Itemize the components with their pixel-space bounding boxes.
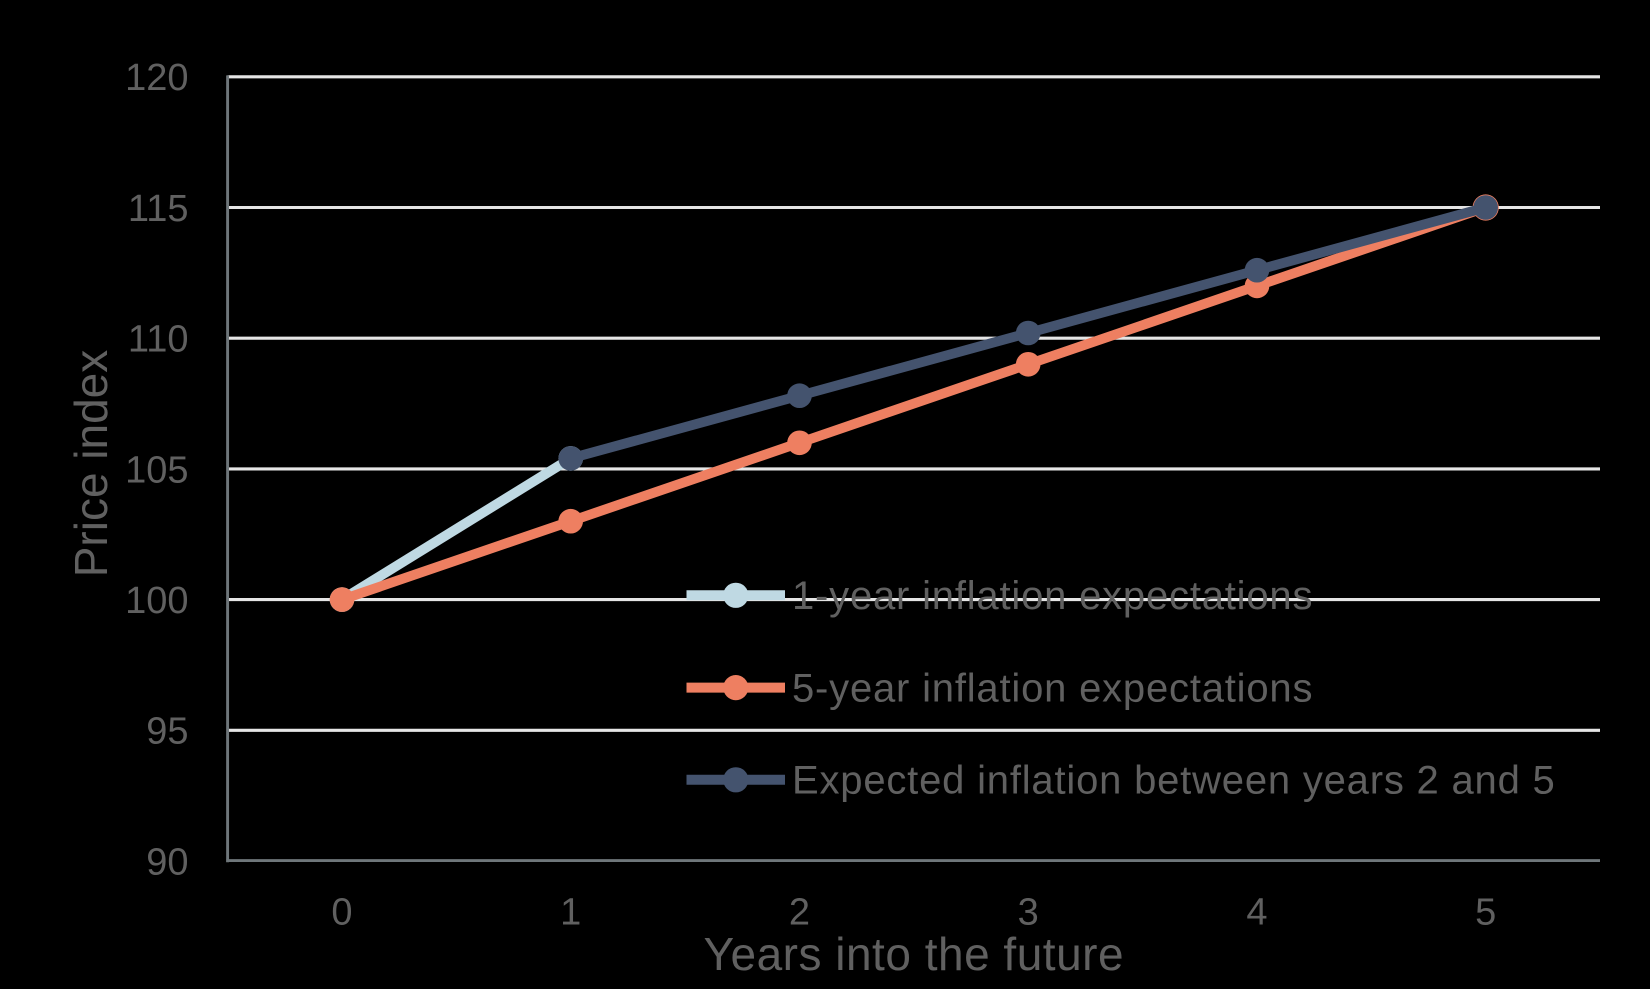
svg-text:120: 120 [125, 57, 188, 99]
svg-text:2: 2 [789, 892, 810, 934]
svg-text:5: 5 [1475, 892, 1496, 934]
svg-text:105: 105 [125, 449, 188, 491]
svg-text:0: 0 [331, 892, 352, 934]
svg-text:1-year inflation expectations: 1-year inflation expectations [792, 574, 1313, 618]
svg-text:90: 90 [146, 841, 188, 883]
svg-text:95: 95 [146, 711, 188, 753]
svg-text:5-year inflation expectations: 5-year inflation expectations [792, 667, 1313, 711]
svg-text:115: 115 [128, 188, 189, 230]
svg-text:3: 3 [1018, 892, 1039, 934]
svg-text:100: 100 [125, 580, 188, 622]
svg-text:4: 4 [1246, 892, 1267, 934]
svg-text:Expected inflation between yea: Expected inflation between years 2 and 5 [792, 759, 1556, 803]
svg-text:Price index: Price index [65, 350, 117, 578]
svg-text:110: 110 [128, 319, 189, 361]
svg-text:1: 1 [560, 892, 581, 934]
svg-text:Years into the future: Years into the future [704, 928, 1125, 980]
